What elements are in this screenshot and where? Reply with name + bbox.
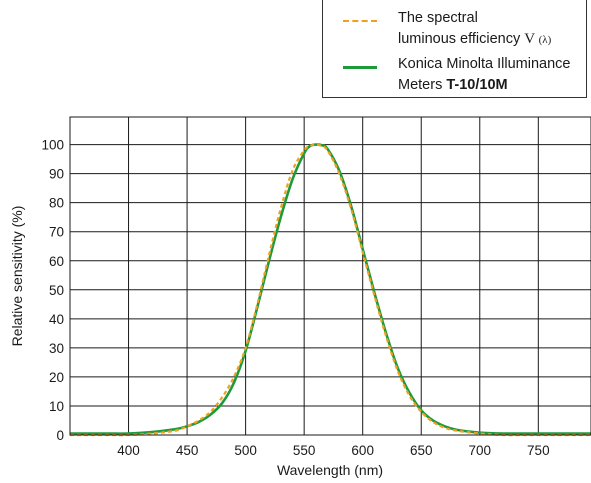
y-tick-label: 20 [49, 370, 64, 385]
y-axis-label: Relative sensitivity (%) [9, 206, 25, 347]
legend-text-part: Meters [398, 77, 447, 93]
y-tick-label: 60 [49, 254, 64, 269]
x-tick-label: 700 [469, 443, 492, 458]
tick-labels: 400 450 500 550 600 650 700 750 0 10 20 30 40 50 60 70 8… [41, 138, 549, 458]
legend-swatch-t10 [343, 66, 377, 69]
data-series [70, 143, 591, 437]
legend-label-v-lambda: The spectral luminous efficiency V (λ) [398, 8, 551, 51]
series-line-t10 [70, 143, 591, 435]
y-tick-label: 10 [49, 399, 64, 414]
x-tick-label: 650 [410, 443, 433, 458]
lambda-subscript: (λ) [538, 34, 552, 46]
legend-swatch-v-lambda [343, 20, 377, 22]
model-name: T-10/10M [446, 77, 508, 93]
grid-lines [70, 117, 591, 435]
legend-line: luminous efficiency V (λ) [398, 29, 551, 51]
x-tick-label: 450 [176, 443, 199, 458]
y-tick-label: 80 [49, 196, 64, 211]
x-tick-label: 600 [351, 443, 374, 458]
y-tick-label: 70 [49, 225, 64, 240]
y-tick-label: 90 [49, 167, 64, 182]
x-tick-label: 750 [527, 443, 550, 458]
x-tick-label: 400 [117, 443, 140, 458]
y-tick-label: 30 [49, 341, 64, 356]
y-tick-label: 50 [49, 283, 64, 298]
y-tick-label: 100 [41, 138, 64, 153]
x-axis-label: Wavelength (nm) [277, 462, 383, 478]
y-tick-label: 0 [56, 428, 64, 443]
series-line-v-lambda [70, 143, 591, 437]
x-tick-label: 550 [293, 443, 316, 458]
legend: The spectral luminous efficiency V (λ) K… [322, 0, 587, 98]
plot-frame [69, 116, 591, 436]
v-lambda-symbol: V (λ) [524, 31, 551, 47]
legend-line: The spectral [398, 10, 478, 26]
legend-line: Konica Minolta Illuminance [398, 56, 571, 72]
y-tick-label: 40 [49, 312, 64, 327]
legend-line: Meters T-10/10M [398, 75, 570, 96]
v-symbol: V [524, 31, 535, 47]
x-tick-label: 500 [234, 443, 257, 458]
legend-text-part: luminous efficiency [398, 31, 521, 47]
legend-label-t10: Konica Minolta Illuminance Meters T-10/1… [398, 54, 570, 96]
